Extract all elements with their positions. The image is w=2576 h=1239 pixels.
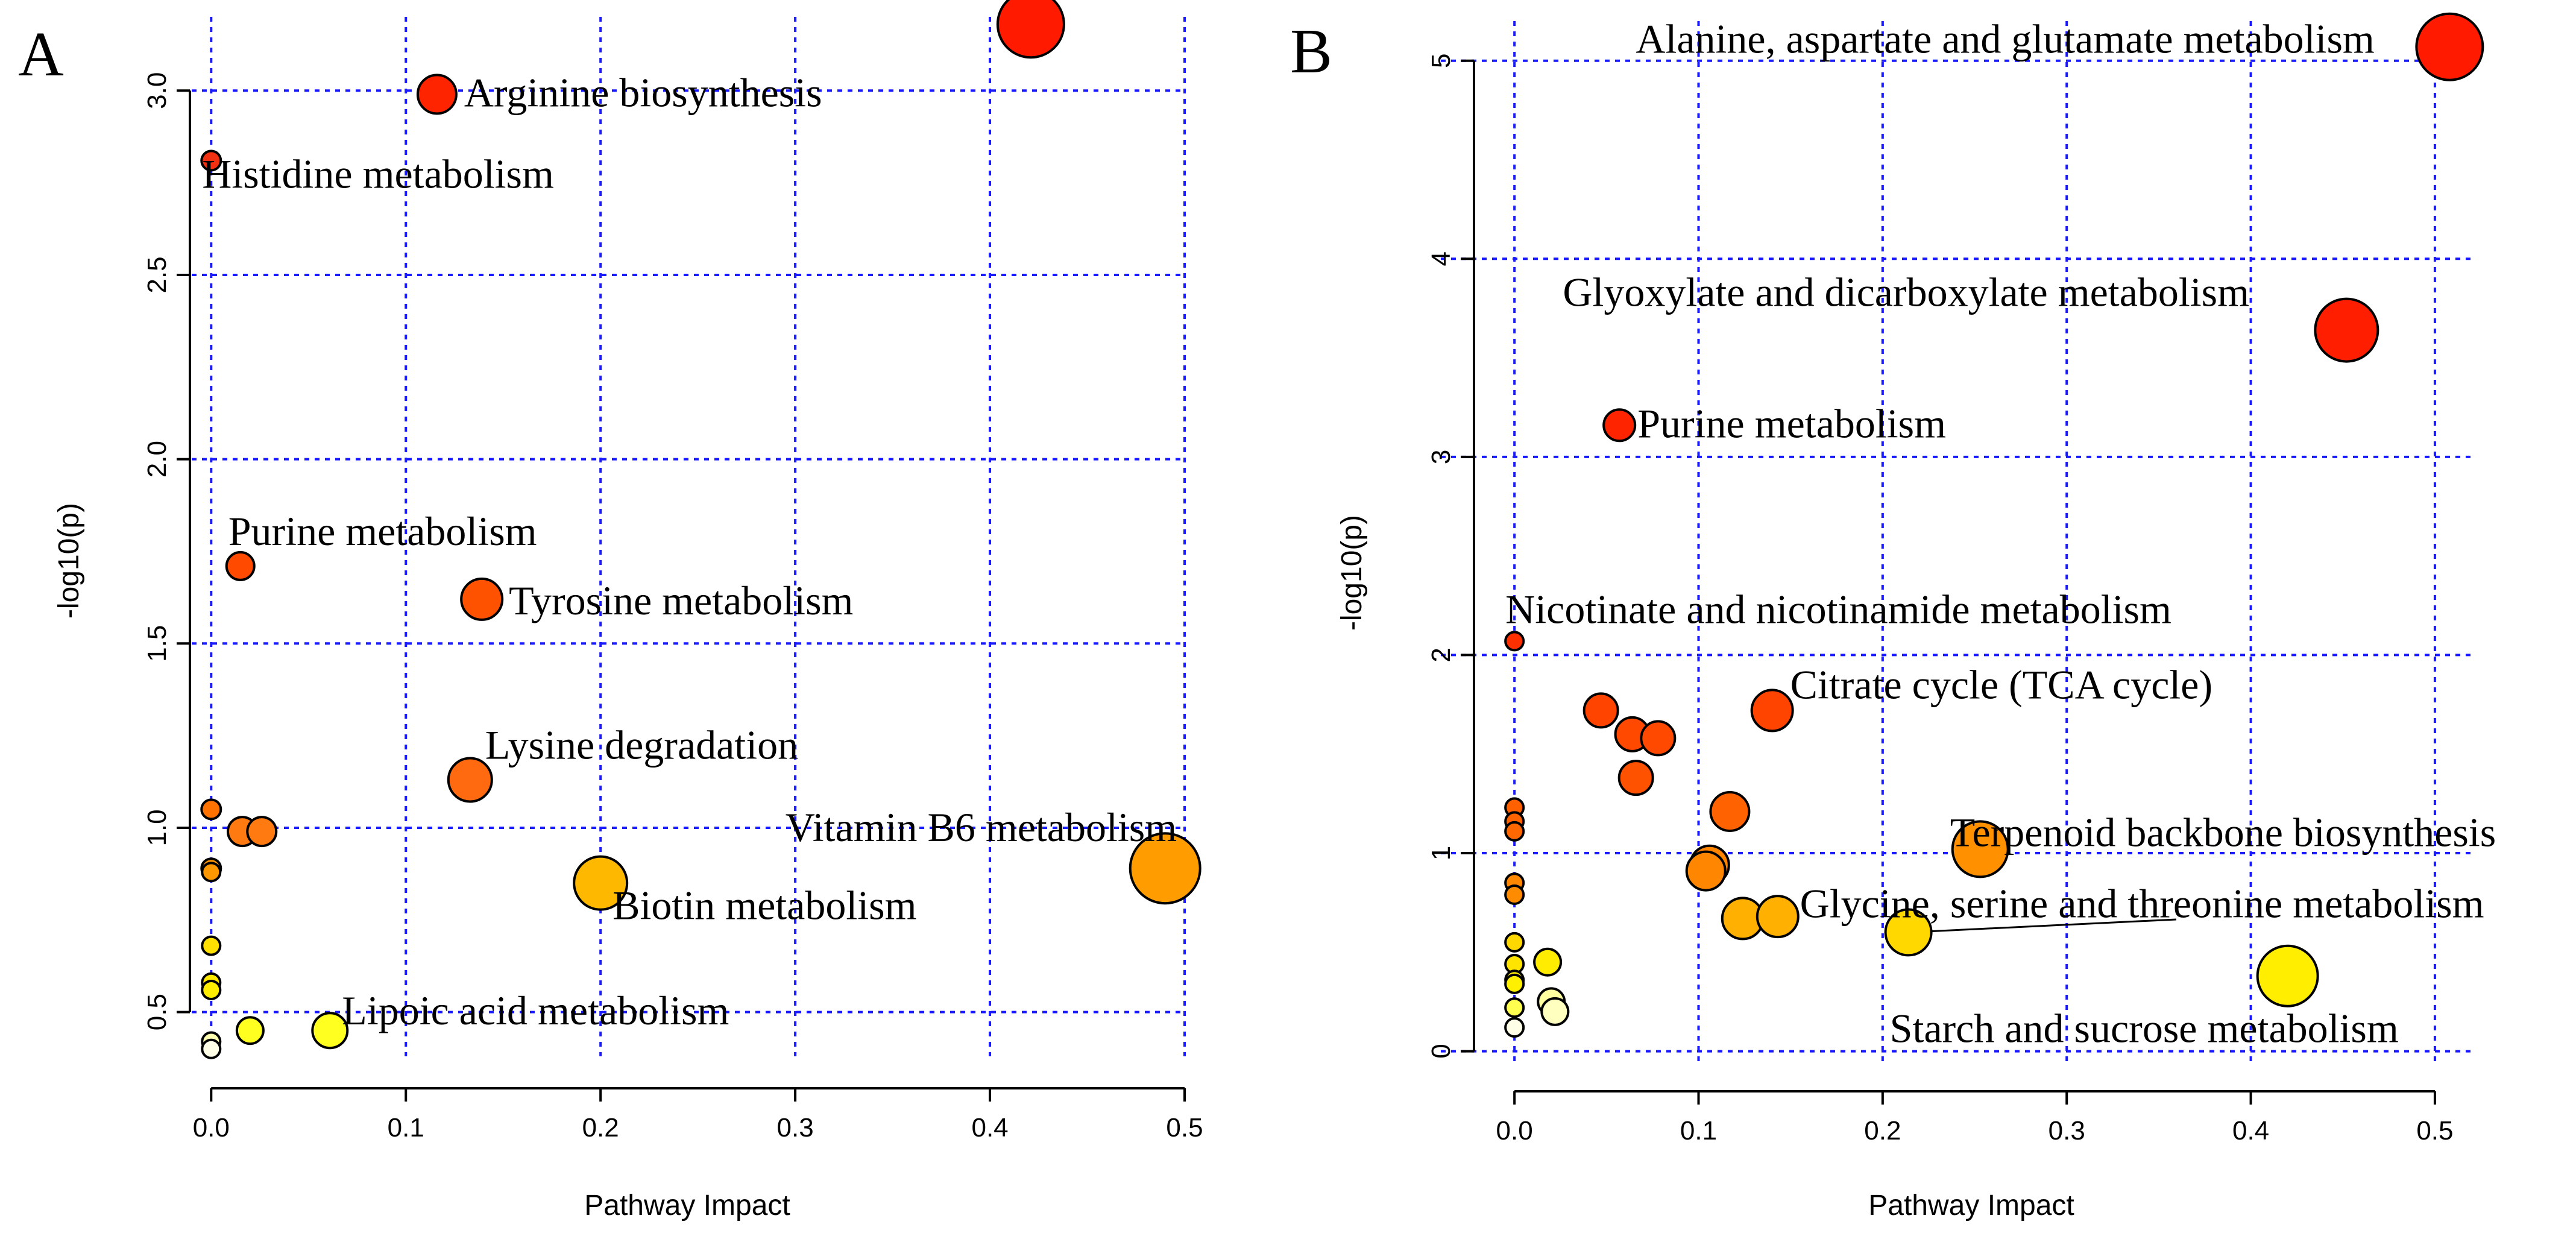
panel-b-point-label: Alanine, aspartate and glutamate metabol…: [1636, 16, 2374, 62]
panel-b-data-point: [1640, 720, 1677, 757]
panel-a-points: [200, 0, 1201, 1059]
panel-a-letter: A: [18, 19, 64, 89]
panel-b-letter: B: [1290, 16, 1332, 86]
panel-a-y-tick-label: 2.0: [142, 441, 172, 478]
panel-a-point-label: Arginine biosynthesis: [464, 69, 822, 115]
panel-a-data-point: [573, 855, 629, 911]
panel-b-data-point: [1504, 884, 1525, 905]
panel-b-y-tick-label: 2: [1426, 648, 1456, 662]
panel-a-x-tick-label: 0.2: [582, 1113, 619, 1143]
panel-a-axes: 0.0 0.1 0.2 0.3 0.4 0.5 0.5 1.0 1.5 2.0 2.5 3.0: [142, 72, 1203, 1143]
panel-a-data-point: [200, 798, 222, 821]
panel-b-data-point: [1582, 692, 1619, 729]
panel-a-point-label: Purine metabolism: [228, 508, 537, 554]
panel-a-x-tick-label: 0.1: [388, 1113, 424, 1143]
panel-a-point-label: Histidine metabolism: [202, 151, 554, 197]
panel-a-x-tick-label: 0.4: [971, 1113, 1008, 1143]
panel-b-data-point: [1602, 408, 1637, 443]
panel-a-x-tick-label: 0.5: [1166, 1113, 1203, 1143]
panel-b-x-tick-label: 0.4: [2232, 1116, 2269, 1146]
panel-b-data-point: [2256, 944, 2319, 1007]
panel-b-data-point: [1709, 791, 1751, 832]
panel-b-data-point: [1533, 947, 1563, 977]
panel-b-data-point: [1617, 760, 1654, 796]
panel-a-data-point: [200, 150, 222, 172]
panel-b-point-label: Terpenoid backbone biosynthesis: [1950, 809, 2496, 855]
panel-a-data-point: [235, 1016, 265, 1045]
panel-a-y-axis-title: -log10(p): [53, 503, 85, 619]
panel-b-data-point: [1756, 895, 1800, 939]
panel-a: A 0.0 0.1 0.2 0.3 0.4 0.5 0.5 1.0 1.5 2.0 2.5 3.0 P…: [18, 0, 1203, 1222]
panel-b-y-axis-title: -log10(p): [1336, 515, 1368, 631]
panel-b-point-label: Citrate cycle (TCA cycle): [1790, 661, 2212, 707]
panel-b-x-tick-label: 0.0: [1496, 1116, 1533, 1146]
panel-a-point-labels: Alanine, aspartate and glutamate metabol…: [202, 0, 1177, 1033]
panel-a-point-label: Vitamin B6 metabolism: [786, 804, 1177, 850]
panel-a-data-point: [311, 1012, 349, 1050]
panel-b-data-point: [1504, 932, 1525, 953]
panel-b-data-point: [1750, 689, 1794, 733]
panel-b-x-tick-label: 0.1: [1680, 1116, 1717, 1146]
panel-a-y-tick-label: 3.0: [142, 72, 172, 109]
panel-b: B 0.0 0.1 0.2 0.3 0.4 0.5 0 1 2 3 4 5 Pathway Impac…: [1290, 12, 2496, 1222]
panel-a-x-axis-title: Pathway Impact: [584, 1190, 790, 1222]
panel-a-point-label: Lipoic acid metabolism: [342, 988, 729, 1033]
panel-a-data-point: [201, 1038, 222, 1059]
panel-a-y-tick-label: 1.5: [142, 625, 172, 662]
panel-b-data-point: [1540, 997, 1570, 1026]
panel-b-data-point: [1884, 908, 1933, 957]
panel-a-point-label: Tyrosine metabolism: [509, 578, 853, 623]
panel-b-data-point: [1504, 997, 1525, 1018]
panel-a-data-point: [246, 816, 278, 848]
panel-b-y-tick-label: 5: [1426, 53, 1456, 68]
panel-b-point-label: Glycine, serine and threonine metabolism: [1800, 880, 2484, 926]
panel-a-point-label: Lysine degradation: [485, 722, 798, 768]
panel-a-grid: [192, 17, 1186, 1056]
panel-b-leaders: [1908, 918, 2177, 933]
panel-a-data-point: [225, 550, 256, 581]
panel-a-data-point: [201, 862, 222, 883]
panel-b-point-label: Starch and sucrose metabolism: [1890, 1006, 2399, 1051]
panel-b-point-labels: Alanine, aspartate and glutamate metabol…: [1505, 16, 2496, 1051]
panel-b-label-leader-line: [1908, 918, 2177, 933]
panel-a-data-point: [996, 0, 1065, 59]
panel-a-y-tick-label: 0.5: [142, 994, 172, 1030]
panel-b-data-point: [1504, 631, 1525, 652]
panel-b-data-point: [2415, 12, 2484, 81]
panel-a-y-tick-label: 1.0: [142, 809, 172, 846]
panel-b-axes: 0.0 0.1 0.2 0.3 0.4 0.5 0 1 2 3 4 5: [1426, 53, 2454, 1146]
panel-b-data-point: [1504, 1017, 1525, 1038]
panel-b-x-axis-title: Pathway Impact: [1868, 1190, 2074, 1222]
panel-b-y-tick-label: 3: [1426, 450, 1456, 464]
panel-b-point-label: Nicotinate and nicotinamide metabolism: [1505, 586, 2171, 632]
panel-b-point-label: Purine metabolism: [1637, 400, 1946, 446]
panel-b-data-point: [2314, 297, 2379, 363]
panel-a-data-point: [447, 757, 493, 803]
panel-a-data-point: [1129, 832, 1201, 905]
panel-b-data-point: [1504, 973, 1525, 994]
panel-a-data-point: [416, 74, 458, 115]
panel-b-y-tick-label: 0: [1426, 1044, 1456, 1058]
panel-b-y-tick-label: 1: [1426, 846, 1456, 860]
panel-a-point-label: Biotin metabolism: [613, 883, 916, 928]
panel-b-x-tick-label: 0.3: [2049, 1116, 2085, 1146]
panel-a-x-tick-label: 0.3: [777, 1113, 814, 1143]
panel-a-data-point: [460, 577, 504, 621]
panel-b-data-point: [1504, 821, 1525, 842]
panel-b-points: [1504, 12, 2484, 1038]
panel-b-y-tick-label: 4: [1426, 251, 1456, 266]
panel-b-point-label: Glyoxylate and dicarboxylate metabolism: [1563, 270, 2249, 315]
panel-a-x-tick-label: 0.0: [193, 1113, 230, 1143]
panel-b-data-point: [1685, 850, 1727, 892]
panel-b-x-tick-label: 0.5: [2416, 1116, 2453, 1146]
panel-a-y-tick-label: 2.5: [142, 256, 172, 293]
panel-b-x-tick-label: 0.2: [1864, 1116, 1901, 1146]
panel-a-data-point: [201, 979, 222, 1000]
panel-b-data-point: [1951, 820, 2009, 878]
panel-a-data-point: [201, 935, 222, 956]
